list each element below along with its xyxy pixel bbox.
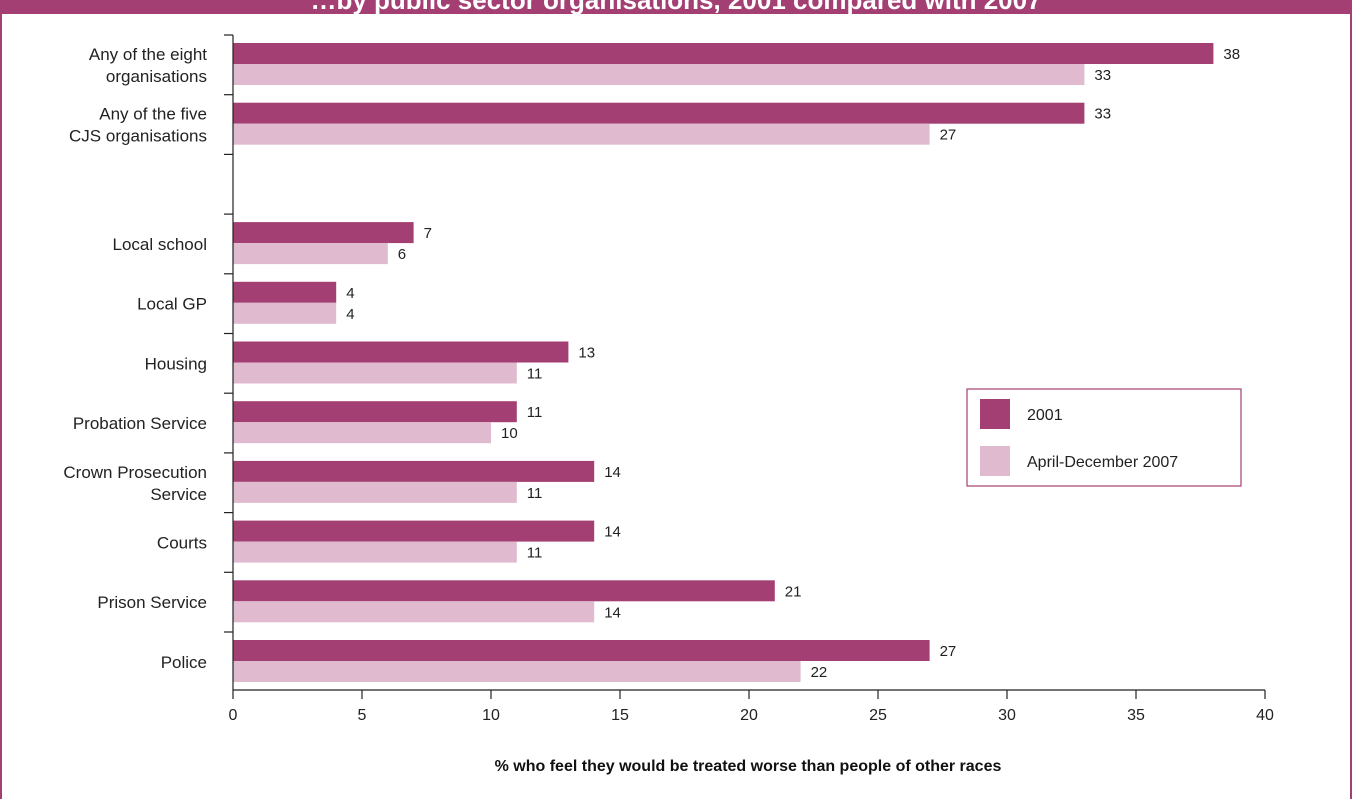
data-label: 11 (527, 485, 543, 502)
category-label: Courts (157, 533, 207, 552)
x-tick-label: 15 (611, 707, 629, 724)
data-label: 4 (346, 306, 354, 323)
data-label: 11 (527, 366, 543, 383)
bar-2001 (233, 43, 1214, 64)
legend-swatch (980, 446, 1010, 476)
data-label: 27 (940, 127, 957, 144)
bars-group: 38 33 33 27 7 6 4 4 13 11 11 10 14 11 14 11 21 14 27 22 (233, 43, 1240, 682)
category-label: Crown Prosecution (63, 463, 207, 482)
x-tick-label: 40 (1256, 707, 1274, 724)
category-label: Any of the eight (89, 45, 207, 64)
data-label: 13 (578, 345, 595, 362)
bar-2001 (233, 341, 569, 363)
bar-2001 (233, 640, 930, 661)
category-label: Service (150, 485, 207, 504)
bar-2001 (233, 281, 337, 303)
data-label: 10 (501, 425, 518, 442)
bar-2007 (233, 243, 388, 265)
data-label: 6 (398, 246, 406, 263)
bar-2007 (233, 302, 337, 324)
legend: 2001 April-December 2007 (966, 388, 1242, 487)
data-label: 38 (1223, 46, 1240, 63)
data-label: 11 (527, 545, 543, 562)
chart-title: …by public sector organisations, 2001 co… (0, 0, 1352, 14)
bar-2007 (233, 601, 595, 623)
x-tick-label: 35 (1127, 707, 1145, 724)
bar-2007 (233, 64, 1085, 85)
bar-2007 (233, 661, 801, 682)
category-label: organisations (106, 67, 207, 86)
category-label: Prison Service (97, 593, 207, 612)
axes-group: 0 5 10 15 20 25 30 35 40 Any of the eight organisa… (63, 34, 1274, 724)
x-tick-label: 30 (998, 707, 1016, 724)
bar-2007 (233, 362, 517, 384)
data-label: 27 (940, 643, 957, 660)
bar-2001 (233, 222, 414, 244)
legend-swatch (980, 399, 1010, 429)
category-label: CJS organisations (69, 127, 207, 146)
legend-box (966, 388, 1242, 487)
x-tick-label: 5 (358, 707, 367, 724)
bar-2007 (233, 481, 517, 503)
data-label: 14 (604, 604, 621, 621)
bar-2001 (233, 102, 1085, 124)
bar-2007 (233, 422, 491, 444)
bar-2007 (233, 123, 930, 145)
data-label: 14 (604, 524, 621, 541)
bar-2001 (233, 401, 517, 423)
data-label: 14 (604, 464, 621, 481)
bar-2007 (233, 541, 517, 563)
data-label: 33 (1094, 106, 1111, 123)
data-label: 33 (1094, 67, 1111, 84)
data-label: 21 (785, 583, 802, 600)
category-label: Local GP (137, 295, 207, 314)
bar-2001 (233, 520, 595, 542)
category-label: Local school (112, 235, 207, 254)
bar-2001 (233, 580, 775, 602)
category-label: Housing (145, 354, 207, 373)
x-tick-label: 25 (869, 707, 887, 724)
title-bar: …by public sector organisations, 2001 co… (0, 0, 1352, 14)
data-label: 4 (346, 285, 354, 302)
legend-label: 2001 (1027, 407, 1063, 424)
data-label: 7 (424, 225, 432, 242)
data-label: 22 (811, 664, 828, 681)
category-label: Any of the five (99, 105, 207, 124)
x-tick-label: 20 (740, 707, 758, 724)
x-tick-label: 0 (229, 707, 238, 724)
x-axis-label: % who feel they would be treated worse t… (495, 758, 1002, 775)
x-tick-label: 10 (482, 707, 500, 724)
legend-label: April-December 2007 (1027, 454, 1178, 471)
category-label: Probation Service (73, 414, 207, 433)
bar-2001 (233, 460, 595, 482)
category-label: Police (161, 653, 207, 672)
data-label: 11 (527, 404, 543, 421)
